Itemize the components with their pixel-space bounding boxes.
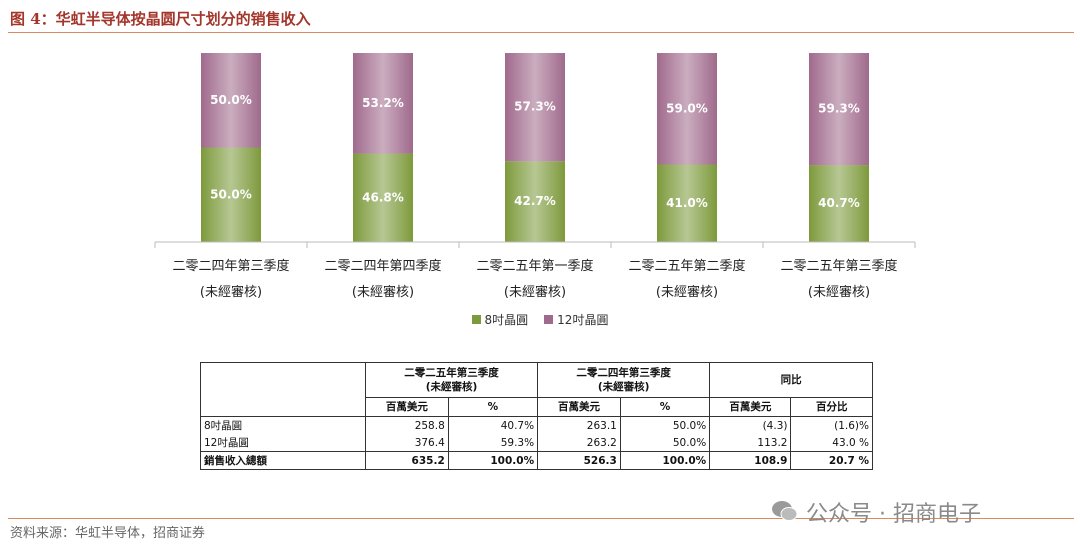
table-row: 銷售收入總額 635.2 100.0% 526.3 100.0% 108.9 20.7 % xyxy=(200,451,873,470)
bar-shine xyxy=(809,53,869,166)
legend-label: 12吋晶圓 xyxy=(557,313,609,327)
data-label: 40.7% xyxy=(818,196,860,210)
header-cell xyxy=(200,362,366,417)
column-group: 二零二五年第三季度 (未經審核) xyxy=(364,362,539,398)
x-tick-label: 二零二四年第四季度 (未經審核) xyxy=(324,259,442,300)
data-label: 46.8% xyxy=(362,190,404,204)
subheader: 百萬美元 xyxy=(709,397,792,417)
table-cell: 263.1 xyxy=(537,416,621,434)
x-tick-label: 二零二五年第一季度 (未經審核) xyxy=(476,259,594,300)
bar-shine xyxy=(809,165,869,242)
table-cell: 635.2 xyxy=(365,451,449,470)
row-label: 8吋晶圓 xyxy=(200,416,366,434)
table-cell: 100.0% xyxy=(447,451,539,470)
bar-shine xyxy=(657,53,717,165)
figure-title: 图 4：华虹半导体按晶圆尺寸划分的销售收入 xyxy=(10,10,311,28)
row-label: 銷售收入總額 xyxy=(200,451,366,470)
legend-item: 12吋晶圓 xyxy=(544,311,608,328)
watermark: 公众号 · 招商电子 xyxy=(806,502,981,527)
row-label: 12吋晶圓 xyxy=(200,434,366,452)
bar-shine xyxy=(353,153,413,242)
title-rule xyxy=(8,32,1074,33)
wechat-icon xyxy=(772,501,798,521)
subheader: % xyxy=(447,397,539,417)
bar-shine xyxy=(201,147,261,242)
table-cell: 43.0 % xyxy=(790,434,873,452)
header-row: 二零二五年第三季度 (未經審核) 二零二四年第三季度 (未經審核) 同比 xyxy=(200,362,873,417)
legend: 8吋晶圓 12吋晶圓 xyxy=(0,311,1080,328)
header-row: 百萬美元% 百萬美元% 百萬美元 百分比 xyxy=(201,397,873,417)
chart: 50.0% 50.0% 46.8% 53.2% 42.7% 57.3% 41.0% 59.0%… xyxy=(154,53,916,248)
data-label: 53.2% xyxy=(362,96,404,110)
table-cell: 258.8 xyxy=(365,416,449,434)
data-label: 42.7% xyxy=(514,194,556,208)
table-cell: 263.2 xyxy=(537,434,621,452)
legend-swatch xyxy=(471,315,481,324)
x-tick-label: 二零二四年第三季度 (未經審核) xyxy=(172,259,290,300)
table-cell: 50.0% xyxy=(619,434,711,452)
x-tick-label: 二零二五年第三季度 (未經審核) xyxy=(780,259,898,300)
table-row: 8吋晶圓 258.8 40.7% 263.1 50.0% (4.3) (1.6)% xyxy=(200,416,873,434)
data-label: 41.0% xyxy=(666,196,708,210)
data-label: 50.0% xyxy=(210,93,252,107)
x-tick-label: 二零二五年第二季度 (未經審核) xyxy=(628,259,746,300)
column-group: 同比 xyxy=(709,362,873,398)
subheader: % xyxy=(619,397,711,417)
table-cell: 59.3% xyxy=(447,434,539,452)
bar-shine xyxy=(505,161,565,242)
table-cell: 376.4 xyxy=(365,434,449,452)
table-cell: (1.6)% xyxy=(790,416,873,434)
legend-item: 8吋晶圓 xyxy=(471,311,529,328)
data-label: 57.3% xyxy=(514,100,556,114)
subheader: 百分比 xyxy=(790,397,873,417)
bar-shine xyxy=(657,164,717,242)
footer-rule xyxy=(8,518,1074,519)
data-label: 50.0% xyxy=(210,187,252,201)
table-cell: 113.2 xyxy=(709,434,792,452)
table-cell: 108.9 xyxy=(709,451,792,470)
legend-swatch xyxy=(544,315,554,324)
subheader: 百萬美元 xyxy=(365,397,449,417)
bar-shine xyxy=(505,53,565,162)
subheader: 百萬美元 xyxy=(537,397,621,417)
source-note: 资料来源：华虹半导体，招商证券 xyxy=(10,526,206,541)
data-table: 二零二五年第三季度 (未經審核) 二零二四年第三季度 (未經審核) 同比 百萬美元% 百… xyxy=(200,362,873,470)
table-cell: 100.0% xyxy=(619,451,711,470)
bar-shine xyxy=(353,53,413,154)
legend-label: 8吋晶圓 xyxy=(484,313,529,327)
table-cell: (4.3) xyxy=(709,416,792,434)
bar-shine xyxy=(201,53,261,148)
table-cell: 40.7% xyxy=(447,416,539,434)
data-label: 59.0% xyxy=(666,101,708,115)
table-row: 12吋晶圓 376.4 59.3% 263.2 50.0% 113.2 43.0 % xyxy=(200,434,873,452)
data-label: 59.3% xyxy=(818,102,860,116)
table-cell: 20.7 % xyxy=(790,451,873,470)
column-group: 二零二四年第三季度 (未經審核) xyxy=(537,362,711,398)
table-cell: 50.0% xyxy=(619,416,711,434)
table-cell: 526.3 xyxy=(537,451,621,470)
